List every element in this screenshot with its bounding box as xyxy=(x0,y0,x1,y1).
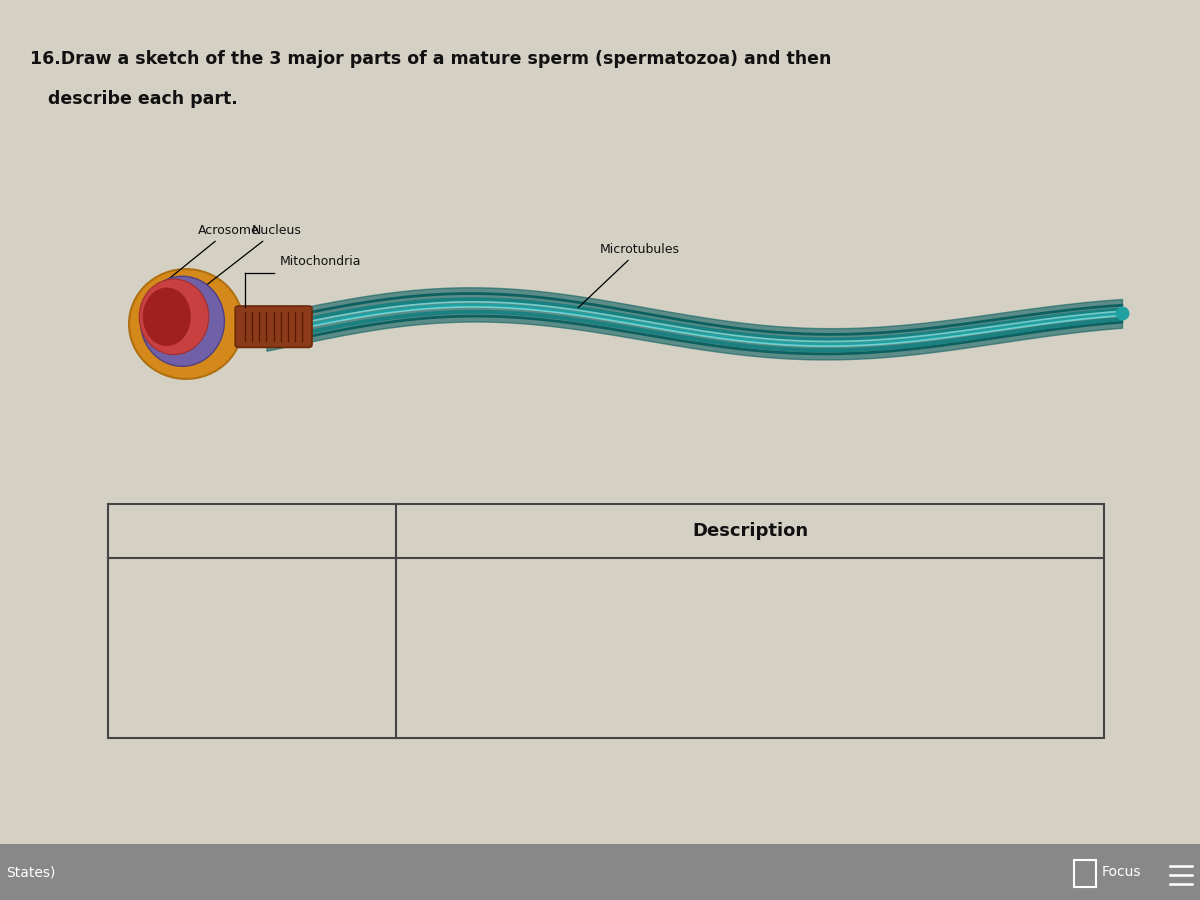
Text: describe each part.: describe each part. xyxy=(30,90,238,108)
Text: Microtubules: Microtubules xyxy=(578,243,680,308)
Ellipse shape xyxy=(143,287,191,346)
Text: Description: Description xyxy=(692,522,808,540)
Text: 16.Draw a sketch of the 3 major parts of a mature sperm (spermatozoa) and then: 16.Draw a sketch of the 3 major parts of… xyxy=(30,50,832,68)
FancyBboxPatch shape xyxy=(235,306,312,347)
Text: Nucleus: Nucleus xyxy=(203,224,302,288)
Text: Acrosome: Acrosome xyxy=(164,224,259,283)
Ellipse shape xyxy=(140,276,224,366)
Text: Mitochondria: Mitochondria xyxy=(280,256,361,268)
Text: Focus: Focus xyxy=(1102,865,1141,879)
Ellipse shape xyxy=(139,279,209,355)
Bar xyxy=(0,844,1200,900)
Bar xyxy=(1074,860,1096,886)
Ellipse shape xyxy=(130,269,242,379)
Bar xyxy=(108,504,1104,738)
Text: States): States) xyxy=(6,865,55,879)
